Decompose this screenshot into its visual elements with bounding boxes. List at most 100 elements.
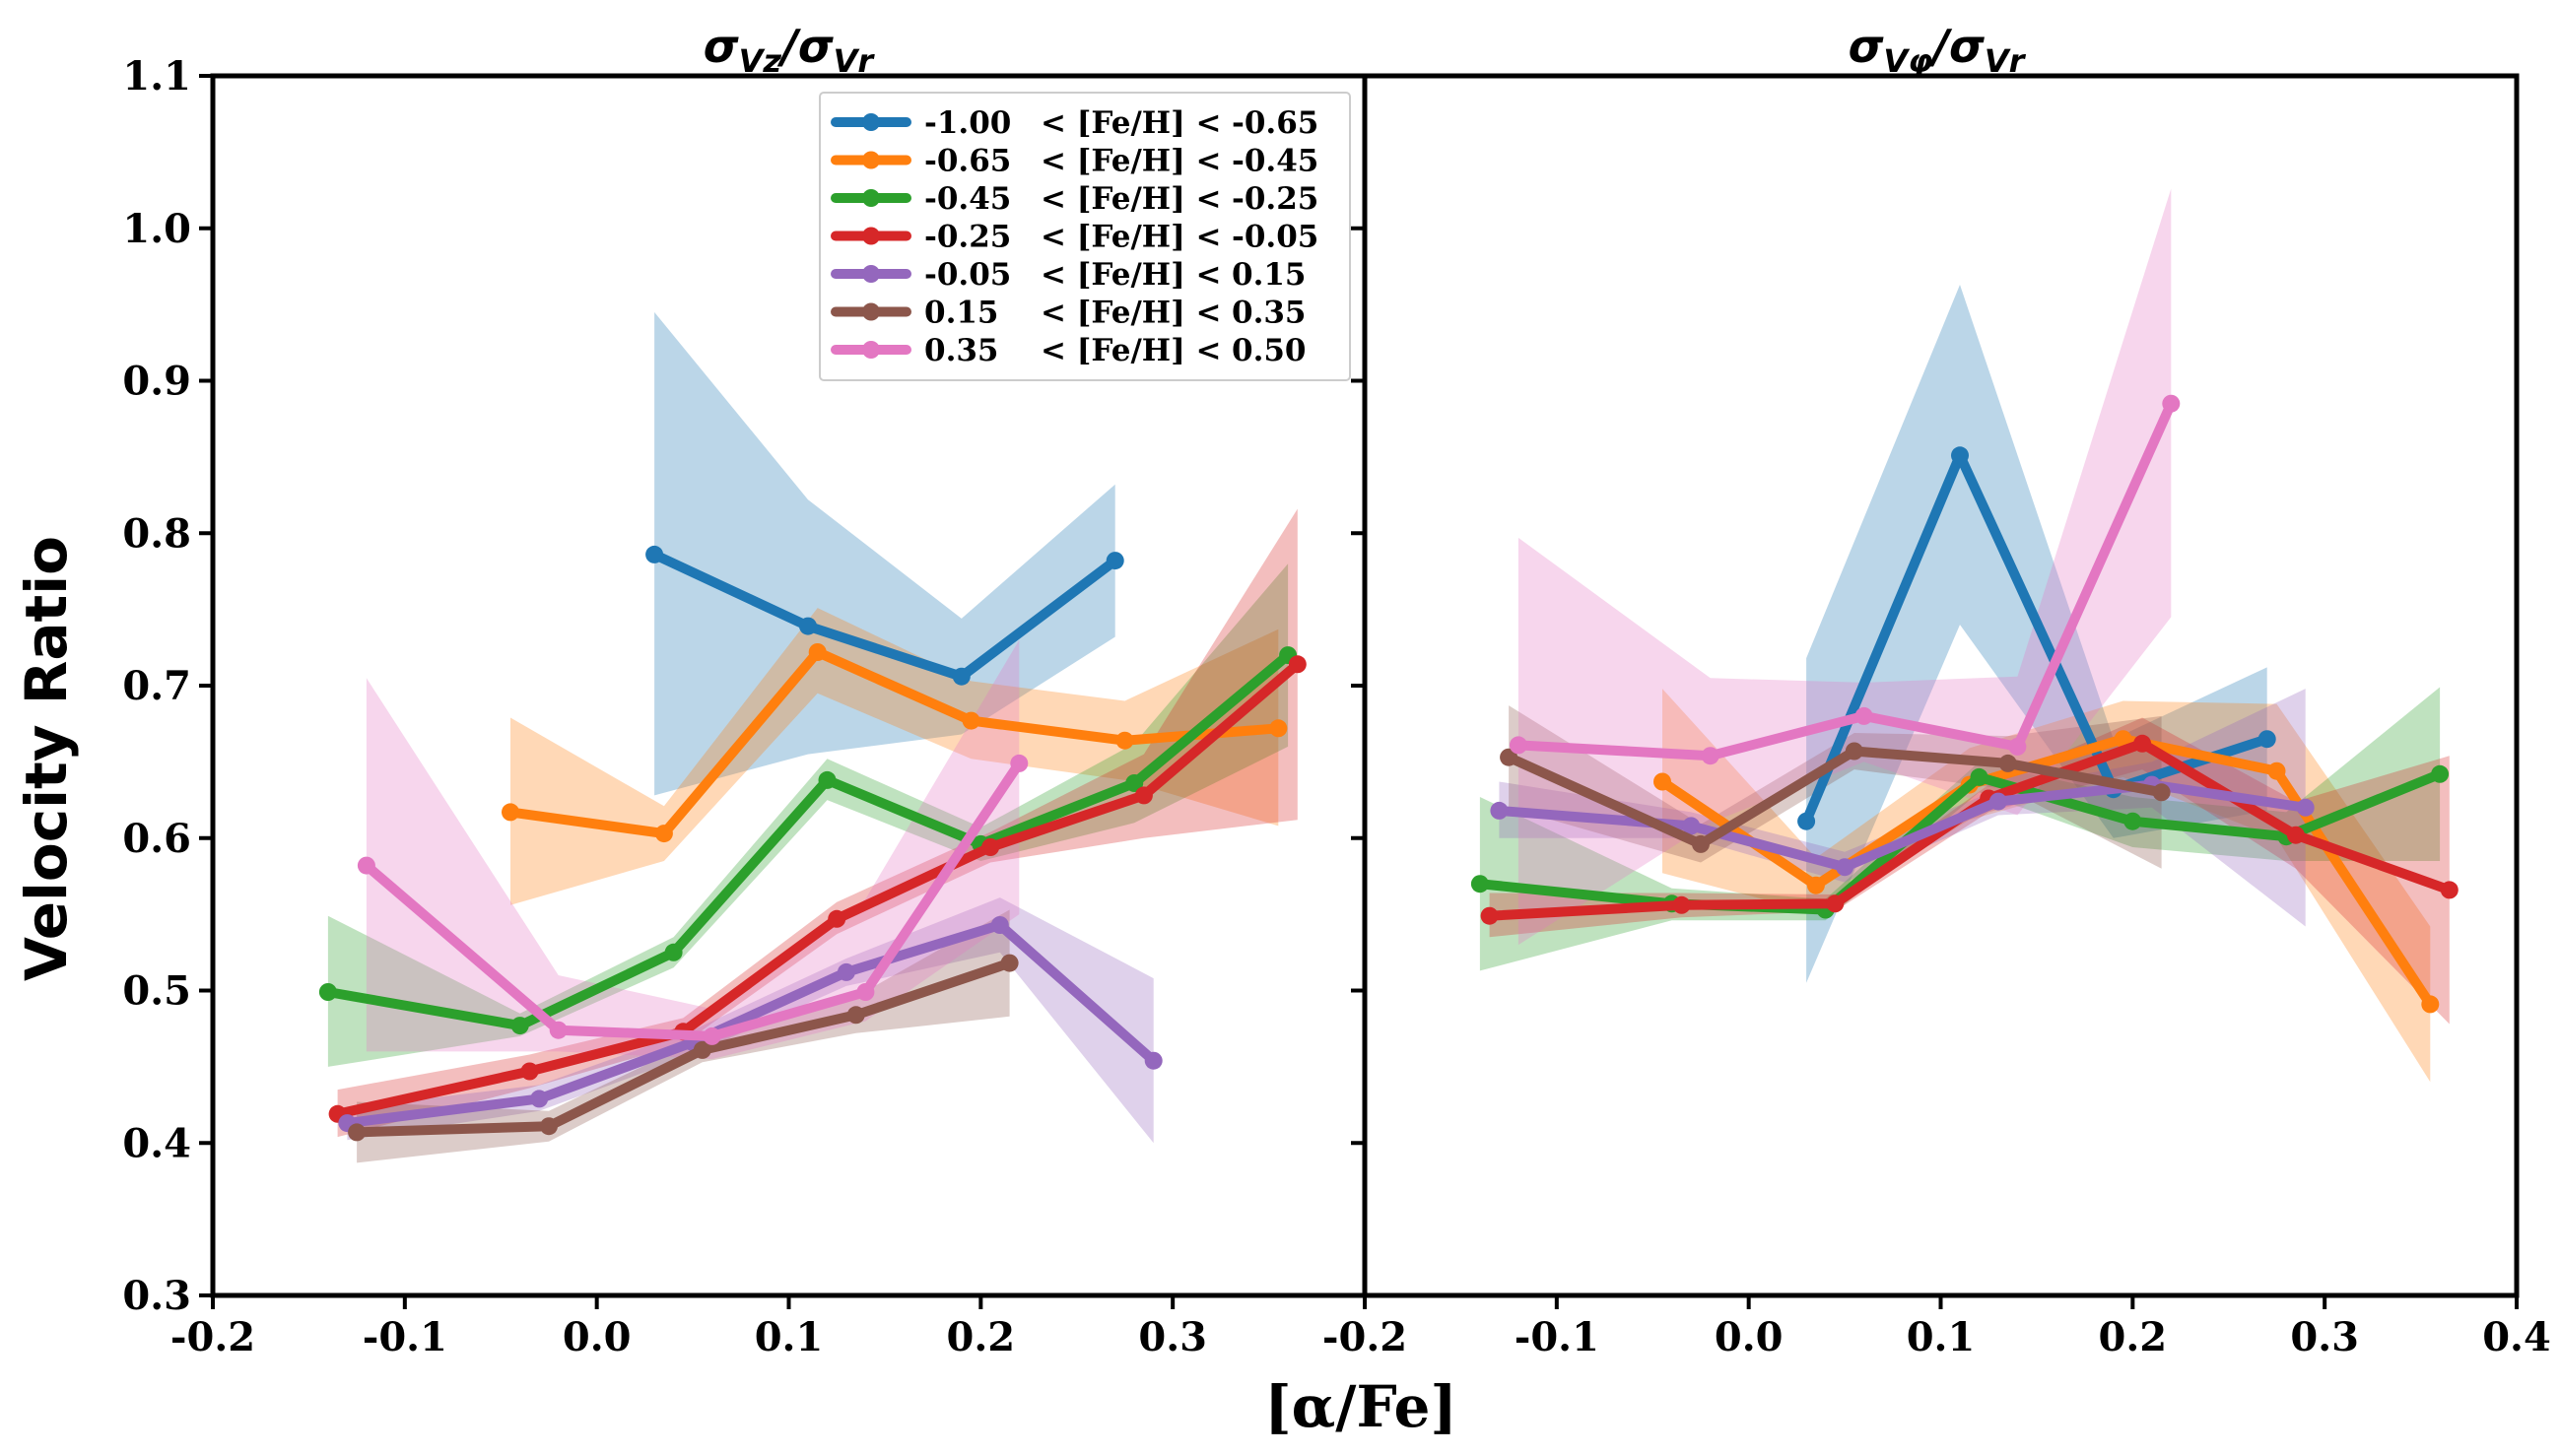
point-p0-s4-4 [990, 916, 1009, 934]
point-p0-s5-0 [348, 1123, 367, 1142]
legend-label-2: -0.45 < [Fe/H] < -0.25 [924, 181, 1318, 217]
point-p1-s5-2 [1845, 742, 1863, 761]
point-p1-s3-0 [1480, 906, 1499, 925]
band-p1-s4 [1499, 689, 2306, 927]
ytick-label-p0-1: 0.4 [122, 1120, 191, 1166]
ytick-label-p0-6: 0.9 [122, 359, 191, 405]
point-p1-s3-6 [2440, 881, 2459, 899]
point-p1-s3-1 [1672, 895, 1691, 914]
point-p0-s5-3 [846, 1006, 865, 1025]
legend-marker-3 [862, 227, 880, 245]
point-p0-s2-2 [664, 943, 683, 961]
point-p1-s5-4 [2152, 783, 2171, 802]
band-p1-s1 [1662, 689, 2431, 1083]
legend-label-1: -0.65 < [Fe/H] < -0.45 [924, 144, 1318, 179]
point-p1-s3-4 [2133, 734, 2152, 753]
legend-marker-5 [862, 302, 880, 321]
left-panel-plot-area: -0.2 -0.1 0.0 0.1 0.2 0.3 0.3 0.4 0.5 0.6 0.7 0.8 0.… [122, 53, 1368, 1360]
ytick-label-p0-3: 0.6 [122, 816, 191, 862]
point-p1-s1-1 [1806, 876, 1825, 894]
point-p0-s5-2 [693, 1040, 711, 1059]
xtick-label-p1-5: 0.3 [2290, 1314, 2359, 1360]
point-p1-s2-0 [1470, 875, 1489, 893]
ytick-label-p0-2: 0.5 [122, 968, 191, 1015]
point-p0-s6-2 [703, 1026, 721, 1045]
point-p0-s3-3 [828, 909, 846, 928]
legend-marker-1 [862, 151, 880, 169]
xtick-label-p0-0: -0.2 [170, 1314, 255, 1360]
legend-label-0: -1.00 < [Fe/H] < -0.65 [924, 105, 1318, 141]
xtick-label-p1-1: -0.1 [1515, 1314, 1599, 1360]
point-p0-s0-0 [645, 545, 664, 563]
point-p0-s1-2 [808, 643, 827, 661]
right-panel-title: σVφ/σVr [1849, 20, 2027, 80]
band-p0-s1 [510, 608, 1279, 905]
point-p0-s6-4 [1010, 754, 1029, 772]
band-p0-s5 [357, 909, 1010, 1163]
xtick-label-p1-0: -0.2 [1322, 1314, 1407, 1360]
line-p0-s4 [342, 920, 1159, 1129]
point-p0-s2-1 [510, 1017, 529, 1035]
legend: -1.00 < [Fe/H] < -0.65-0.65 < [Fe/H] < -0.45… [819, 92, 1351, 381]
point-p1-s6-4 [2162, 394, 2181, 413]
point-p1-s0-1 [1951, 446, 1969, 465]
xtick-label-p1-4: 0.2 [2099, 1314, 2168, 1360]
legend-label-6: 0.35 < [Fe/H] <0.50 [924, 333, 1307, 368]
legend-marker-0 [862, 113, 880, 131]
point-p0-s3-5 [1134, 786, 1153, 805]
legend-frame [819, 92, 1351, 381]
xtick-label-p1-6: 0.4 [2482, 1314, 2551, 1360]
point-p1-s0-0 [1797, 812, 1816, 830]
point-p0-s6-1 [549, 1021, 568, 1039]
legend-label-4: -0.05 < [Fe/H] <0.15 [924, 257, 1307, 293]
point-p0-s4-1 [530, 1090, 549, 1108]
band-p0-s6 [366, 639, 1020, 1060]
xtick-label-p0-2: 0.0 [563, 1314, 632, 1360]
xtick-label-p0-1: -0.1 [363, 1314, 447, 1360]
point-p1-s6-2 [1854, 706, 1873, 725]
xtick-label-p1-2: 0.0 [1715, 1314, 1784, 1360]
left-panel-title: σVz/σVr [704, 20, 876, 80]
point-p1-s2-4 [2123, 812, 2142, 830]
point-p0-s5-1 [540, 1117, 558, 1136]
point-p1-s4-1 [1682, 817, 1701, 835]
point-p0-s1-0 [502, 803, 519, 822]
band-p0-s2 [327, 563, 1289, 1067]
ytick-label-p0-5: 0.8 [122, 510, 191, 557]
point-p1-s4-0 [1490, 801, 1509, 820]
point-p1-s5-3 [1998, 754, 2017, 772]
point-p1-s2-3 [1970, 767, 1988, 786]
point-p1-s4-5 [2296, 798, 2315, 817]
legend-label-3: -0.25 < [Fe/H] < -0.05 [924, 220, 1318, 255]
point-p0-s1-4 [1115, 731, 1134, 750]
point-p0-s1-1 [654, 825, 673, 843]
point-p0-s4-5 [1144, 1051, 1163, 1070]
point-p0-s3-1 [520, 1062, 539, 1081]
point-p0-s3-6 [1288, 655, 1307, 674]
point-p0-s3-4 [981, 838, 1000, 856]
point-p1-s6-1 [1701, 747, 1719, 765]
legend-marker-4 [862, 265, 880, 283]
right-panel-plot-area: -0.2 -0.1 0.0 0.1 0.2 0.3 0.4 [1322, 73, 2551, 1360]
point-p1-s1-3 [2114, 730, 2132, 749]
point-p0-s6-3 [856, 983, 875, 1001]
ytick-label-p0-8: 1.1 [122, 53, 191, 99]
point-p1-s2-6 [2431, 764, 2450, 783]
point-p0-s0-2 [952, 667, 971, 686]
point-p0-s1-3 [962, 711, 980, 730]
point-p1-s3-2 [1826, 894, 1845, 913]
line-p0-s1 [505, 647, 1284, 839]
y-axis-title: Velocity Ratio [13, 536, 80, 981]
x-axis-title: [α/Fe] [1264, 1373, 1457, 1440]
ytick-label-p0-0: 0.3 [122, 1273, 191, 1319]
point-p0-s2-0 [318, 983, 337, 1001]
point-p0-s4-3 [837, 962, 855, 981]
point-p0-s5-4 [1000, 954, 1019, 972]
point-p1-s0-3 [2257, 730, 2276, 749]
point-p1-s6-0 [1509, 736, 1527, 755]
point-p1-s1-4 [2267, 761, 2286, 780]
ytick-label-p0-7: 1.0 [122, 206, 191, 252]
legend-marker-2 [862, 189, 880, 207]
xtick-label-p1-3: 0.1 [1907, 1314, 1976, 1360]
